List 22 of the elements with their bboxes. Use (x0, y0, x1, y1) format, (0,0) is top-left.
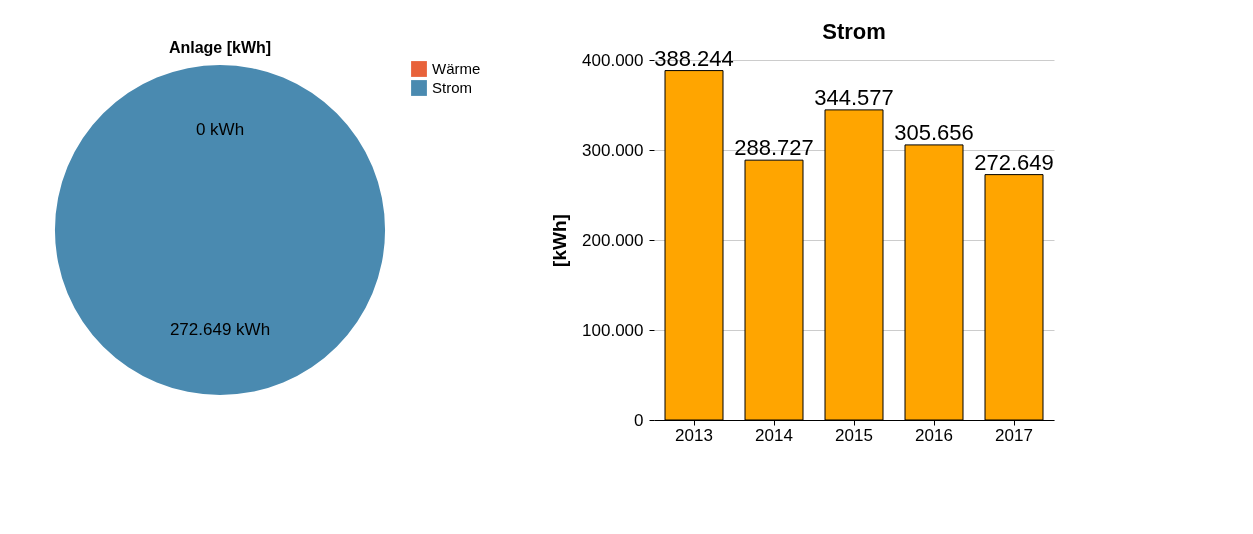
x-tick-label: 2015 (835, 425, 873, 445)
data-label: 344.577 (814, 84, 894, 110)
y-tick-label: 100.000 (582, 320, 644, 340)
x-tick-label: 2017 (995, 425, 1033, 445)
x-tick-label: 2014 (755, 425, 793, 445)
y-tick-label: 400.000 (582, 50, 644, 70)
data-label: 272.649 kWh (169, 320, 271, 339)
data-label: 272.649 (974, 149, 1054, 175)
x-tick-label: 2013 (675, 425, 713, 445)
chart-title: Strom (822, 18, 886, 44)
y-tick-label: 200.000 (582, 230, 644, 250)
text: 0 kWh (195, 120, 245, 139)
chart-title: Anlage [kWh] (168, 39, 272, 56)
data-label: 305.656 (894, 119, 974, 145)
y-tick-label: 300.000 (582, 140, 644, 160)
data-label: 388.244 (654, 45, 734, 71)
y-tick-label: 0 (634, 410, 644, 430)
legend-label: Wärme (432, 60, 481, 77)
legend-label: Strom (432, 79, 473, 96)
x-tick-label: 2016 (915, 425, 953, 445)
y-axis-title: [kWh] (549, 214, 571, 267)
data-label: 288.727 (734, 135, 814, 161)
